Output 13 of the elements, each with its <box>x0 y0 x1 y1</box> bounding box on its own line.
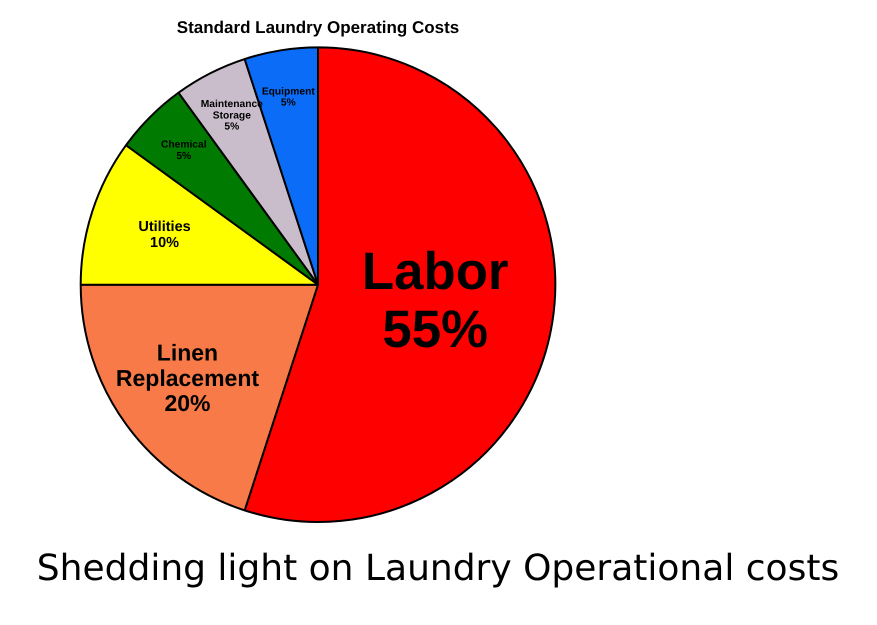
data-label: 55% <box>382 300 488 359</box>
text: Shedding light on Laundry Operational costs <box>36 547 840 589</box>
data-label: 5% <box>224 122 240 133</box>
data-label: 5% <box>280 98 296 109</box>
slice-label: Equipment <box>262 86 316 98</box>
data-label: 20% <box>164 390 210 416</box>
slice-label: Labor <box>362 242 508 301</box>
data-label: 5% <box>176 150 192 162</box>
data-label: 10% <box>150 234 180 251</box>
slice-label: Utilities <box>138 218 191 235</box>
slice-label: Chemical <box>160 140 207 151</box>
chart-title: Standard Laundry Operating Costs <box>176 18 460 37</box>
slice-label: Linen Replacement <box>116 340 260 391</box>
